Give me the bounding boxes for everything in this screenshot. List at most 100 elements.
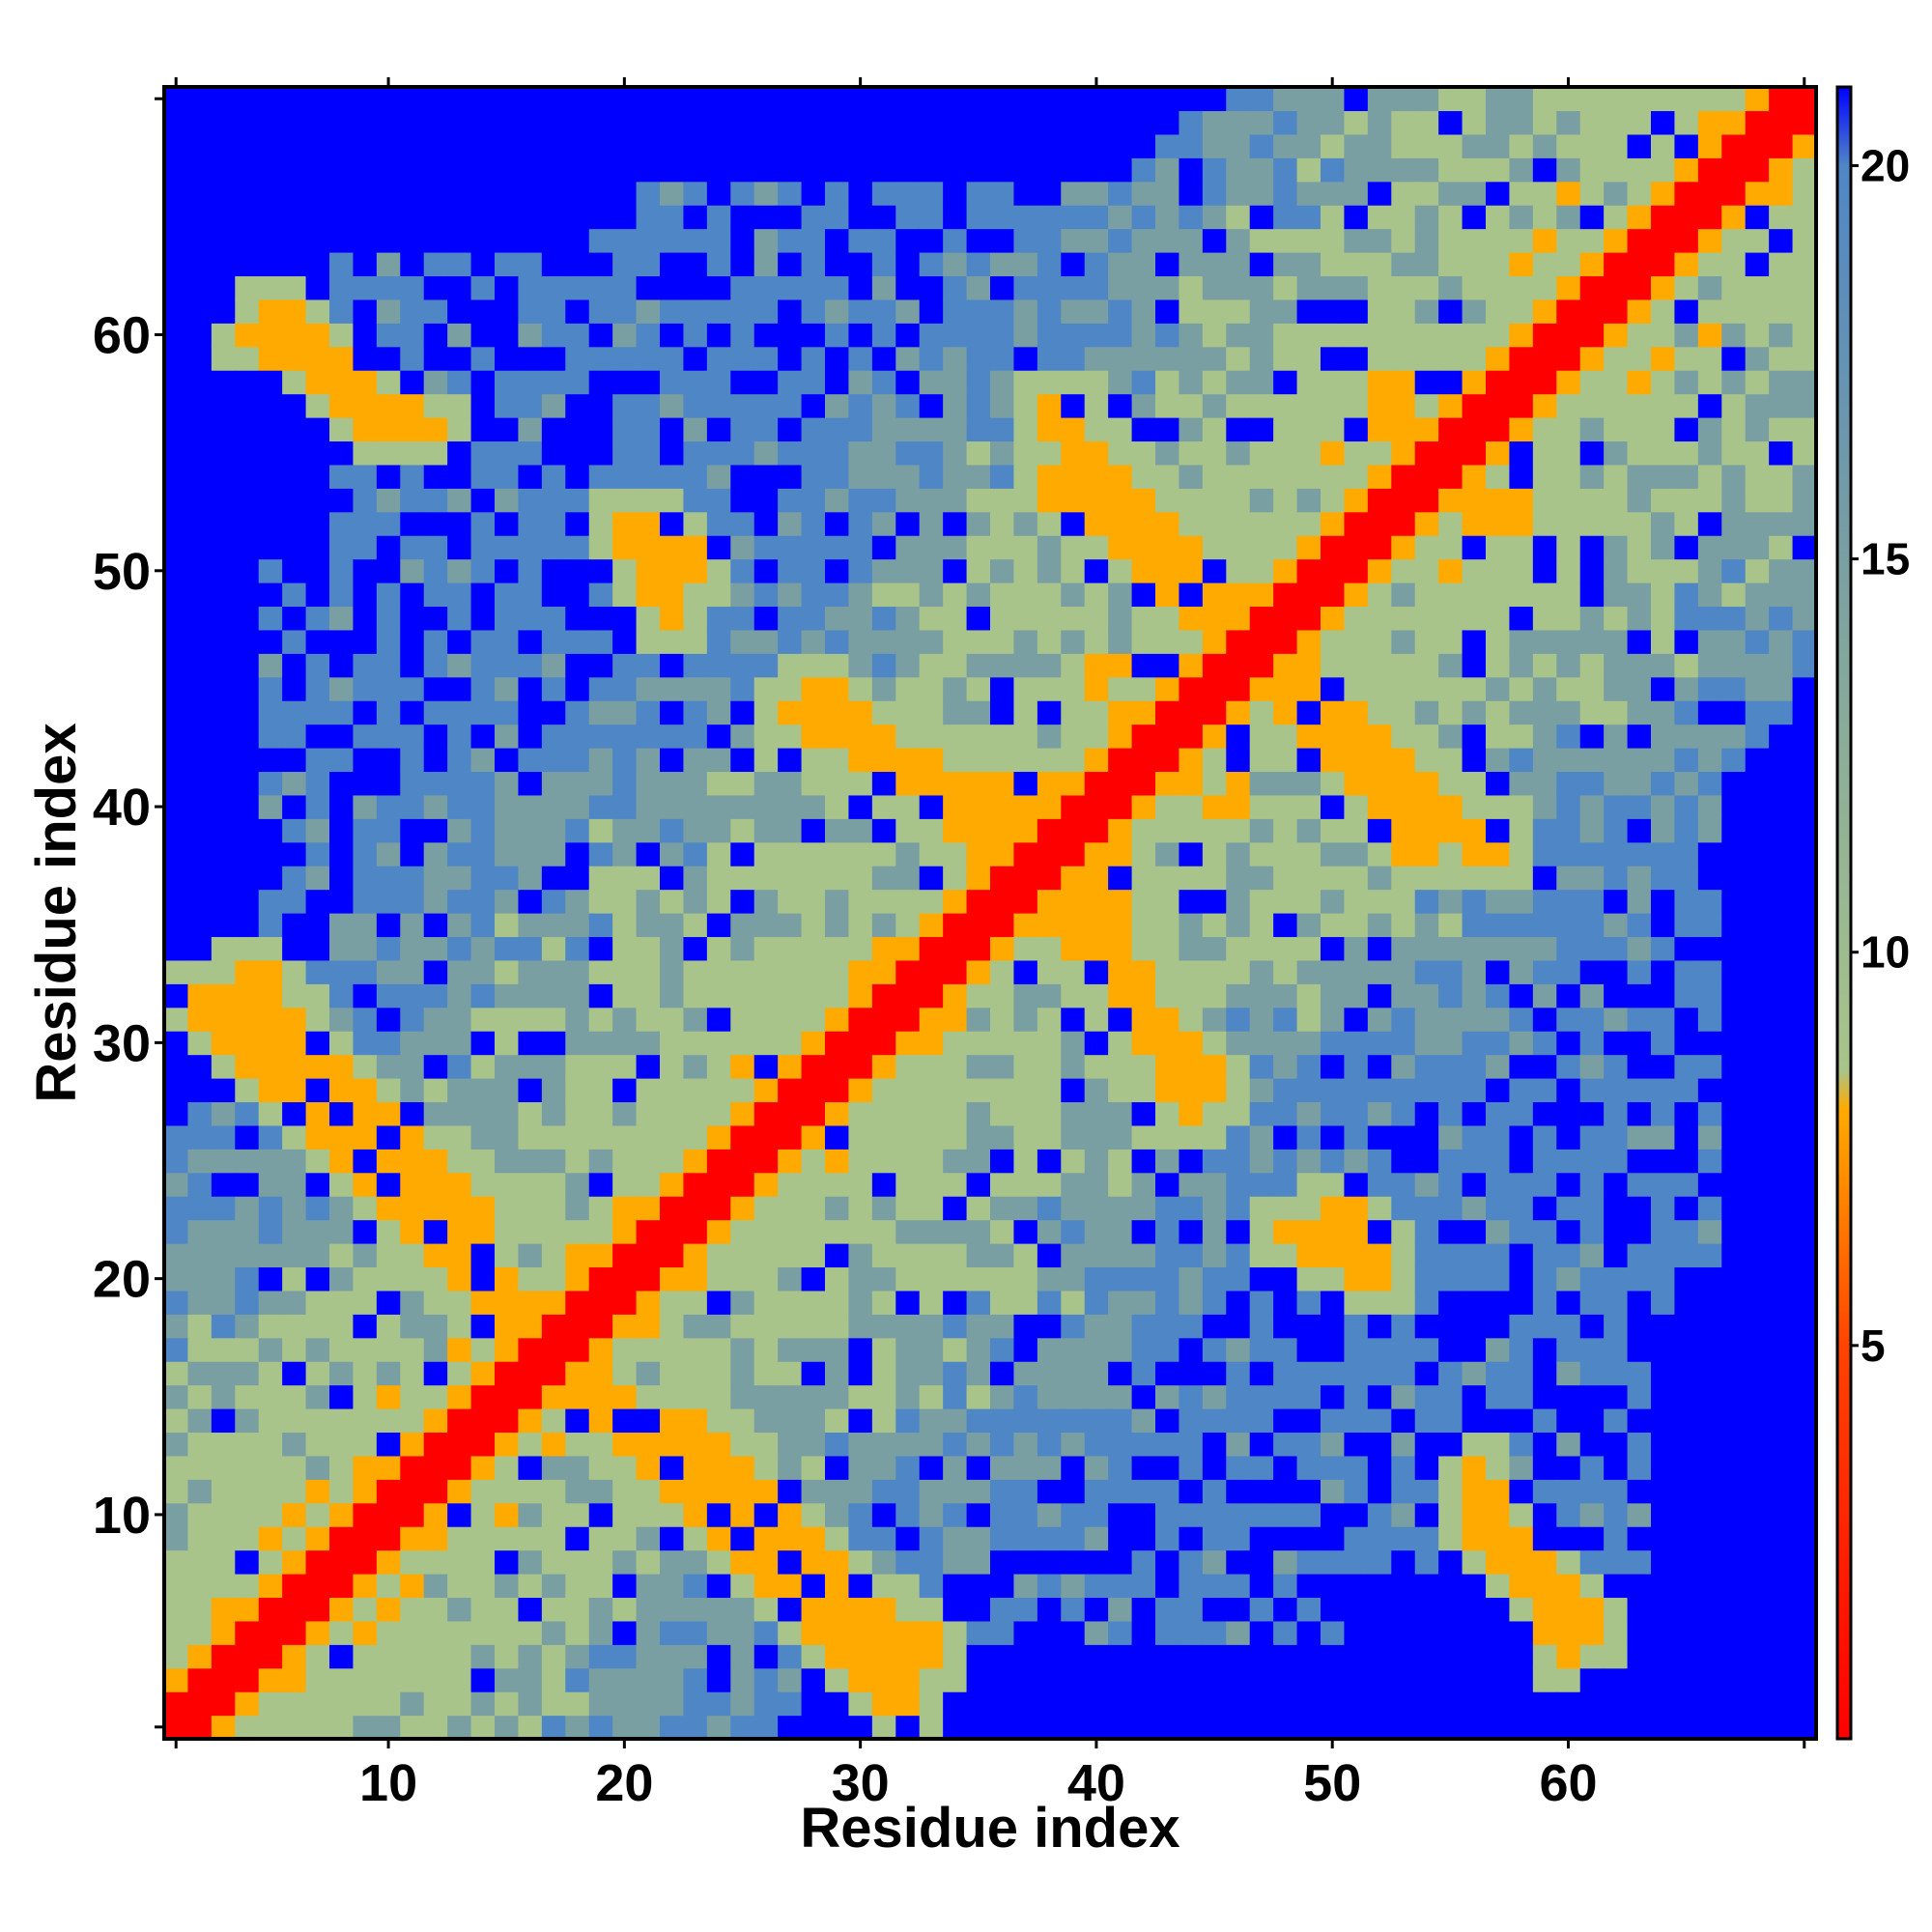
heatmap-cell (1651, 1667, 1676, 1692)
heatmap-cell (1013, 1715, 1038, 1740)
heatmap-cell (1532, 771, 1557, 796)
heatmap-cell (990, 724, 1015, 749)
heatmap-cell (1604, 1172, 1629, 1197)
heatmap-cell (753, 724, 779, 749)
heatmap-cell (895, 1502, 921, 1527)
heatmap-cell (305, 983, 330, 1009)
heatmap-cell (1202, 724, 1227, 749)
heatmap-cell (1414, 1101, 1439, 1126)
heatmap-cell (1627, 205, 1652, 230)
heatmap-cell (518, 1031, 543, 1056)
heatmap-cell (1674, 440, 1699, 466)
heatmap-cell (376, 275, 401, 300)
heatmap-cell (329, 748, 355, 773)
heatmap-cell (1745, 1314, 1770, 1339)
heatmap-cell (778, 1007, 803, 1032)
heatmap-cell (1061, 393, 1086, 418)
heatmap-cell (518, 1691, 543, 1717)
heatmap-cell (1532, 629, 1557, 654)
heatmap-cell (919, 1526, 944, 1551)
heatmap-cell (1532, 1384, 1557, 1409)
heatmap-cell (518, 1620, 543, 1645)
heatmap-cell (1226, 488, 1251, 513)
heatmap-cell (1202, 1432, 1227, 1457)
heatmap-cell (871, 1124, 896, 1150)
heatmap-cell (636, 228, 661, 253)
heatmap-cell (706, 959, 731, 984)
heatmap-cell (1651, 205, 1676, 230)
heatmap-cell (1367, 771, 1392, 796)
heatmap-cell (966, 558, 991, 583)
heatmap-cell (1155, 464, 1180, 489)
heatmap-cell (329, 275, 355, 300)
heatmap-cell (683, 1691, 708, 1717)
heatmap-cell (919, 133, 944, 158)
heatmap-cell (943, 629, 968, 654)
heatmap-cell (1321, 1715, 1346, 1740)
heatmap-cell (187, 1101, 213, 1126)
heatmap-cell (235, 275, 260, 300)
heatmap-cell (1509, 1597, 1534, 1622)
heatmap-cell (1108, 1266, 1133, 1292)
heatmap-cell (1013, 1455, 1038, 1480)
heatmap-cell (376, 748, 401, 773)
heatmap-cell (470, 275, 496, 300)
heatmap-cell (1627, 1054, 1652, 1079)
heatmap-cell (235, 1124, 260, 1150)
heatmap-cell (423, 1219, 448, 1244)
heatmap-cell (636, 346, 661, 371)
heatmap-cell (470, 1455, 496, 1480)
heatmap-cell (660, 1597, 685, 1622)
heatmap-cell (164, 346, 189, 371)
heatmap-cell (1792, 1479, 1817, 1504)
heatmap-cell (1697, 1502, 1722, 1527)
heatmap-cell (187, 1644, 213, 1669)
heatmap-cell (235, 1479, 260, 1504)
heatmap-cell (753, 1172, 779, 1197)
heatmap-cell (1462, 298, 1487, 324)
heatmap-cell (1061, 724, 1086, 749)
heatmap-cell (187, 1266, 213, 1292)
heatmap-cell (329, 1007, 355, 1032)
heatmap-cell (1462, 1408, 1487, 1434)
heatmap-cell (1509, 1691, 1534, 1717)
heatmap-cell (1438, 535, 1463, 560)
heatmap-cell (1697, 1644, 1722, 1669)
heatmap-cell (1367, 464, 1392, 489)
heatmap-cell (1509, 1432, 1534, 1457)
heatmap-cell (1438, 558, 1463, 583)
heatmap-cell (541, 181, 566, 206)
heatmap-cell (187, 1078, 213, 1103)
heatmap-cell (1486, 1408, 1511, 1434)
heatmap-cell (753, 936, 779, 961)
heatmap-cell (329, 133, 355, 158)
heatmap-cell (1556, 582, 1581, 608)
heatmap-cell (1131, 771, 1156, 796)
heatmap-cell (1013, 841, 1038, 867)
heatmap-cell (1509, 464, 1534, 489)
heatmap-cell (1627, 1597, 1652, 1622)
heatmap-cell (943, 818, 968, 843)
heatmap-cell (660, 275, 685, 300)
heatmap-cell (1226, 1266, 1251, 1292)
heatmap-cell (1108, 700, 1133, 725)
heatmap-cell (871, 133, 896, 158)
heatmap-cell (1367, 1574, 1392, 1599)
heatmap-cell (1651, 181, 1676, 206)
heatmap-cell (541, 110, 566, 135)
heatmap-cell (164, 1314, 189, 1339)
heatmap-cell (258, 748, 283, 773)
heatmap-cell (1108, 1574, 1133, 1599)
heatmap-cell (966, 1054, 991, 1079)
heatmap-cell (943, 1361, 968, 1386)
heatmap-cell (518, 959, 543, 984)
heatmap-cell (1627, 1266, 1652, 1292)
heatmap-cell (1061, 1620, 1086, 1645)
heatmap-cell (1438, 488, 1463, 513)
heatmap-cell (235, 606, 260, 631)
heatmap-cell (1108, 866, 1133, 891)
heatmap-cell (1579, 1314, 1605, 1339)
heatmap-cell (919, 1502, 944, 1527)
heatmap-cell (919, 1384, 944, 1409)
heatmap-cell (1627, 1007, 1652, 1032)
